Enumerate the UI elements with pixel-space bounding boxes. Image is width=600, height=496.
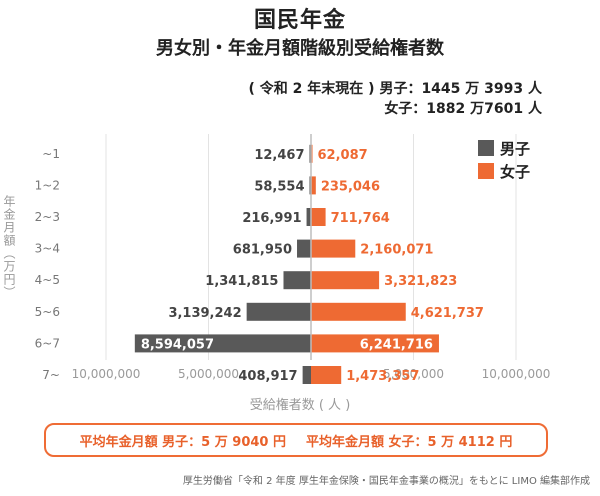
x-axis-label: 受給権者数 ( 人 ) <box>250 397 351 413</box>
category-label: 1~2 <box>35 178 60 192</box>
legend-label-female: 女子 <box>500 163 530 181</box>
female-data-label: 235,046 <box>321 179 380 194</box>
female-bar <box>311 208 326 226</box>
female-bar <box>311 366 342 384</box>
category-label: 6~7 <box>35 336 60 350</box>
female-data-label: 711,764 <box>331 211 390 226</box>
female-data-label: 4,621,737 <box>411 306 484 321</box>
male-bar <box>306 208 311 226</box>
x-tick-label: 5,000,000 <box>178 367 239 381</box>
male-bar <box>302 366 311 384</box>
male-data-label: 8,594,057 <box>141 337 214 352</box>
y-axis-label: 年金月額（万円） <box>2 195 16 299</box>
male-data-label: 681,950 <box>233 243 292 258</box>
male-bar <box>297 239 311 258</box>
chart-subtitle: 男女別・年金月額階級別受給権者数 <box>156 38 444 59</box>
population-summary: ( 令和 2 年末現在 ) 男子：1445 万 3993 人 女子：1882 万… <box>249 79 542 119</box>
as-of-line-1: ( 令和 2 年末現在 ) 男子：1445 万 3993 人 <box>248 81 542 97</box>
average-female-label: 平均年金月額 女子：5 万 4112 円 <box>306 434 513 450</box>
source-note: 厚生労働省「令和 2 年度 厚生年金保険・国民年金事業の概況」をもとに LIMO… <box>182 476 590 487</box>
male-bar <box>246 302 311 321</box>
category-label: ~1 <box>42 147 60 161</box>
female-data-label: 6,241,716 <box>360 337 433 352</box>
chart-title: 国民年金 <box>253 8 346 33</box>
category-label: 5~6 <box>35 305 60 319</box>
male-data-label: 3,139,242 <box>168 306 241 321</box>
legend-swatch-male <box>478 140 494 156</box>
legend-swatch-female <box>478 163 494 179</box>
category-label: 3~4 <box>35 242 60 256</box>
male-data-label: 216,991 <box>242 211 301 226</box>
category-label: 7~ <box>42 368 60 382</box>
male-data-label: 1,341,815 <box>205 274 278 289</box>
x-tick-label: 10,000,000 <box>482 367 551 381</box>
category-label: 2~3 <box>35 210 60 224</box>
female-bar <box>311 176 316 195</box>
female-data-label: 62,087 <box>318 148 368 163</box>
male-data-label: 12,467 <box>254 148 304 163</box>
male-data-label: 408,917 <box>238 369 297 384</box>
x-tick-label: 5,000,000 <box>383 367 444 381</box>
female-bar <box>311 239 356 258</box>
legend-label-male: 男子 <box>500 140 530 158</box>
female-bar <box>311 302 406 321</box>
female-data-label: 2,160,071 <box>360 243 433 258</box>
male-data-label: 58,554 <box>254 179 304 194</box>
female-bar <box>311 271 380 290</box>
female-data-label: 1,473,357 <box>346 369 419 384</box>
as-of-line-2: 女子：1882 万7601 人 <box>384 101 542 117</box>
female-bar <box>311 334 439 353</box>
average-male-label: 平均年金月額 男子：5 万 9040 円 <box>79 434 286 450</box>
male-bar <box>134 334 311 353</box>
male-bar <box>283 271 311 290</box>
category-label: 4~5 <box>35 273 60 287</box>
average-pension-box: 平均年金月額 男子：5 万 9040 円 平均年金月額 女子：5 万 4112 … <box>44 423 548 457</box>
female-data-label: 3,321,823 <box>384 274 457 289</box>
x-tick-label: 10,000,000 <box>72 367 141 381</box>
